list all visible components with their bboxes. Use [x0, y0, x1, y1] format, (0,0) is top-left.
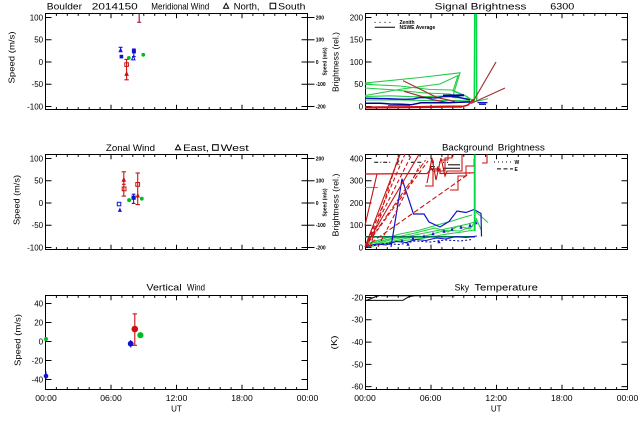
svg-text:50: 50: [34, 177, 43, 186]
svg-text:0: 0: [316, 60, 319, 66]
svg-text:50: 50: [354, 80, 363, 89]
svg-text:UT: UT: [171, 405, 182, 414]
svg-text:0: 0: [316, 201, 319, 207]
svg-text:200: 200: [316, 156, 325, 162]
svg-text:200: 200: [350, 199, 364, 208]
svg-text:-50: -50: [32, 80, 44, 89]
svg-text:0: 0: [359, 243, 364, 252]
svg-text:100: 100: [316, 179, 325, 185]
svg-text:20: 20: [34, 318, 43, 327]
svg-text:Brightness (rel.): Brightness (rel.): [331, 173, 340, 236]
svg-text:(K): (K): [330, 335, 339, 349]
svg-text:00:00: 00:00: [35, 394, 57, 403]
svg-text:18:00: 18:00: [231, 394, 253, 403]
svg-text:40: 40: [34, 299, 43, 308]
svg-text:Speed (m/s): Speed (m/s): [14, 314, 23, 366]
svg-text:Boulder: Boulder: [47, 1, 82, 11]
svg-text:-100: -100: [316, 223, 326, 229]
svg-text:18:00: 18:00: [551, 394, 573, 403]
svg-text:0: 0: [39, 199, 44, 208]
svg-text:6300: 6300: [550, 2, 574, 12]
svg-text:50: 50: [34, 36, 43, 45]
svg-text:-30: -30: [352, 316, 364, 325]
svg-text:Speed (m/s): Speed (m/s): [323, 188, 329, 216]
svg-text:Zonal Wind: Zonal Wind: [106, 143, 155, 153]
svg-text:Speed (m/s): Speed (m/s): [13, 175, 22, 225]
svg-text:Brightness (rel.): Brightness (rel.): [331, 32, 340, 92]
svg-text:Temperature: Temperature: [474, 283, 537, 293]
svg-text:-200: -200: [316, 104, 326, 110]
svg-text:West: West: [221, 143, 250, 153]
svg-text:00:00: 00:00: [354, 394, 376, 403]
svg-text:-50: -50: [32, 221, 44, 230]
svg-text:-100: -100: [316, 82, 326, 88]
svg-text:00:00: 00:00: [297, 394, 319, 403]
svg-text:100: 100: [30, 154, 44, 163]
svg-text:Signal Brightness: Signal Brightness: [435, 2, 527, 12]
svg-text:0: 0: [359, 102, 364, 111]
svg-text:12:00: 12:00: [166, 394, 188, 403]
svg-text:-60: -60: [352, 383, 364, 392]
svg-text:-100: -100: [27, 243, 44, 252]
svg-text:200: 200: [316, 15, 325, 21]
svg-text:South: South: [278, 1, 305, 11]
svg-text:12:00: 12:00: [485, 394, 507, 403]
svg-text:00:00: 00:00: [617, 394, 639, 403]
svg-text:-40: -40: [352, 338, 364, 347]
svg-text:-200: -200: [316, 245, 326, 251]
svg-text:-40: -40: [32, 375, 44, 384]
svg-text:150: 150: [350, 36, 364, 45]
svg-text:Vertical: Vertical: [146, 283, 181, 293]
svg-text:06:00: 06:00: [420, 394, 442, 403]
svg-text:400: 400: [350, 154, 364, 163]
svg-text:06:00: 06:00: [100, 394, 122, 403]
svg-text:-20: -20: [32, 356, 44, 365]
svg-text:E: E: [515, 167, 519, 173]
svg-text:W: W: [515, 160, 520, 166]
svg-text:Wind: Wind: [187, 283, 205, 293]
svg-text:North,: North,: [234, 1, 260, 11]
svg-text:UT: UT: [491, 405, 502, 414]
svg-text:200: 200: [350, 13, 364, 22]
svg-text:NSWE Average: NSWE Average: [400, 25, 436, 31]
svg-text:-100: -100: [27, 102, 44, 111]
svg-text:100: 100: [316, 38, 325, 44]
svg-text:300: 300: [350, 177, 364, 186]
svg-text:0: 0: [39, 337, 44, 346]
svg-text:East,: East,: [183, 143, 209, 153]
svg-text:Zenith: Zenith: [400, 20, 415, 26]
svg-text:-50: -50: [352, 360, 364, 369]
svg-text:Z: Z: [397, 160, 400, 166]
svg-text:Meridional Wind: Meridional Wind: [151, 1, 209, 11]
svg-text:0: 0: [39, 58, 44, 67]
svg-text:2014150: 2014150: [92, 1, 138, 11]
svg-text:100: 100: [30, 13, 44, 22]
svg-text:Brightness: Brightness: [498, 142, 546, 152]
svg-text:Speed (m/s): Speed (m/s): [7, 31, 16, 83]
svg-text:100: 100: [350, 58, 364, 67]
svg-text:Speed (m/s): Speed (m/s): [323, 47, 329, 75]
svg-text:100: 100: [350, 221, 364, 230]
svg-text:Background: Background: [442, 142, 493, 152]
svg-text:Sky: Sky: [455, 283, 470, 293]
svg-text:-20: -20: [352, 293, 364, 302]
